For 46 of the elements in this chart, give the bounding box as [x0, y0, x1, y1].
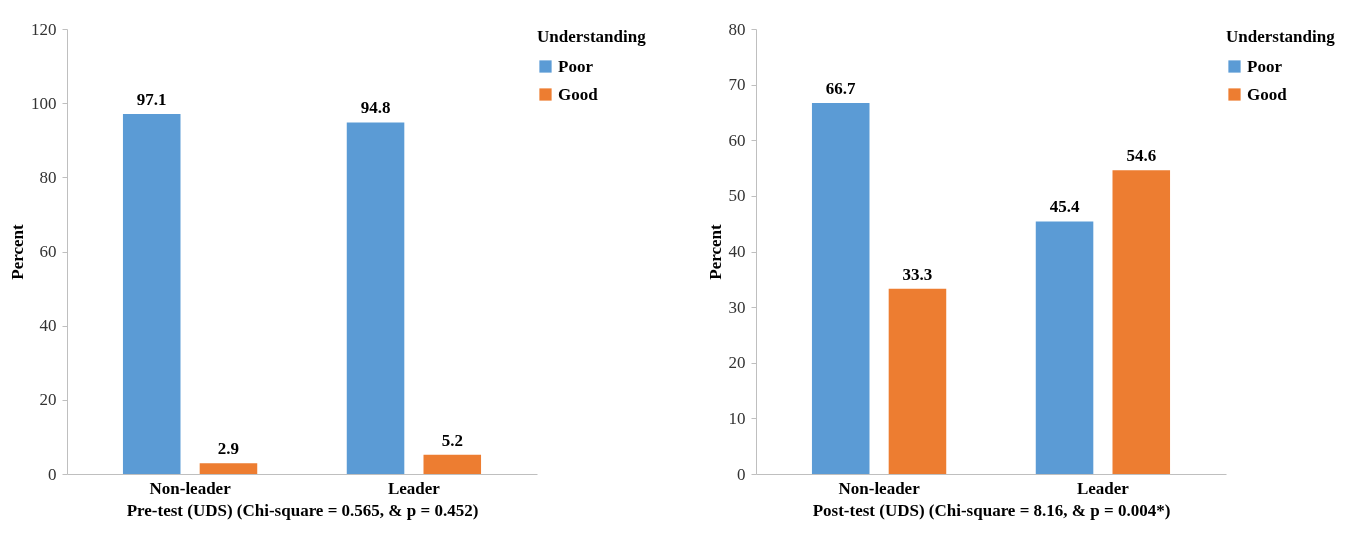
data-label: 5.2 — [441, 430, 463, 450]
y-tick-label: 120 — [31, 19, 57, 39]
x-tick-label: Non-leader — [838, 478, 921, 498]
legend-title: Understanding — [1226, 27, 1336, 46]
y-axis-title: Percent — [8, 223, 27, 280]
y-tick-label: 0 — [737, 464, 746, 484]
legend-label: Poor — [1247, 56, 1283, 76]
bar — [423, 454, 482, 474]
y-tick-label: 70 — [728, 75, 746, 95]
bar — [346, 122, 405, 474]
y-tick-label: 20 — [728, 353, 746, 373]
y-tick-label: 100 — [31, 93, 57, 113]
data-label: 45.4 — [1049, 197, 1080, 217]
bar — [888, 288, 947, 474]
data-label: 2.9 — [217, 439, 240, 459]
bar — [811, 102, 870, 474]
y-tick-label: 30 — [728, 297, 746, 317]
y-tick-label: 40 — [39, 316, 57, 336]
x-tick-label: Leader — [387, 478, 441, 498]
data-label: 94.8 — [360, 98, 391, 118]
x-tick-label: Leader — [1076, 478, 1130, 498]
data-label: 66.7 — [825, 78, 857, 98]
x-axis-title: Pre-test (UDS) (Chi-square = 0.565, & p = 0.452) — [126, 500, 479, 520]
y-tick-label: 50 — [728, 186, 746, 206]
bar — [199, 463, 258, 474]
y-tick-label: 80 — [728, 19, 746, 39]
legend-title: Understanding — [537, 27, 647, 46]
bar — [1112, 170, 1171, 474]
x-tick-label: Non-leader — [149, 478, 232, 498]
y-tick-label: 80 — [39, 167, 57, 187]
data-label: 54.6 — [1126, 146, 1157, 166]
bar — [122, 113, 181, 474]
legend-label: Good — [1247, 84, 1288, 104]
legend-label: Poor — [558, 56, 594, 76]
y-axis-title: Percent — [705, 223, 725, 280]
y-tick-label: 10 — [728, 408, 746, 428]
y-tick-label: 60 — [728, 130, 746, 150]
y-tick-label: 40 — [728, 242, 746, 261]
bar — [1035, 221, 1094, 474]
data-label: 33.3 — [902, 264, 933, 284]
data-label: 97.1 — [136, 89, 167, 109]
y-tick-label: 20 — [39, 390, 57, 410]
x-axis-title: Post-test (UDS) (Chi-square = 8.16, & p = 0.004*) — [812, 500, 1171, 520]
legend-label: Good — [558, 84, 599, 104]
y-tick-label: 0 — [48, 464, 57, 484]
y-tick-label: 60 — [39, 242, 57, 261]
